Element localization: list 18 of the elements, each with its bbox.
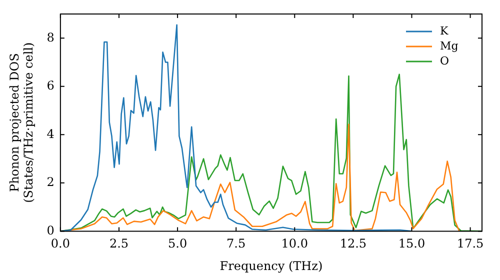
x-tick-label: 10.0	[281, 236, 308, 251]
legend-label: K	[440, 24, 449, 38]
x-tick-label: 0.0	[50, 236, 70, 251]
y-tick-label: 8	[46, 30, 54, 44]
y-tick-label: 4	[46, 126, 55, 141]
y-tick-label: 2	[46, 175, 54, 190]
x-tick-label: 12.5	[340, 236, 367, 251]
y-tick-label: 6	[46, 78, 54, 93]
legend-label: O	[440, 54, 450, 68]
y-tick-label: 0	[46, 223, 54, 238]
x-tick-label: 7.5	[226, 236, 246, 251]
x-tick-label: 17.5	[456, 236, 484, 251]
legend-label: Mg	[440, 39, 458, 52]
x-tick-label: 2.5	[109, 236, 129, 251]
x-tick-label: 15.0	[398, 236, 426, 251]
x-axis-title: Frequency (THz)	[220, 258, 323, 273]
y-axis-title: Phonon projected DOS (States/THz·primitive cell)	[7, 42, 36, 203]
x-tick-label: 5.0	[168, 236, 188, 251]
